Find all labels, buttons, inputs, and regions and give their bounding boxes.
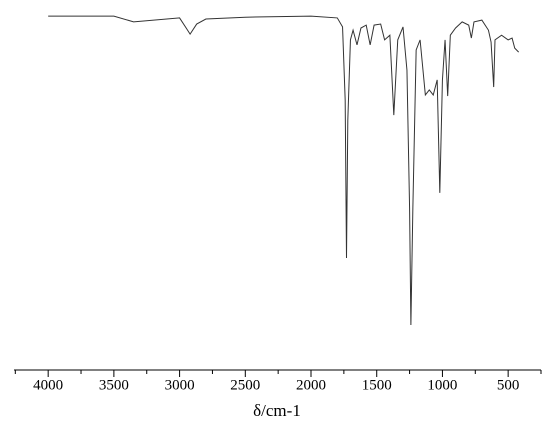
x-tick-label: 500 (497, 377, 520, 393)
x-tick-label: 3000 (165, 377, 195, 393)
x-tick-label: 2000 (296, 377, 326, 393)
x-tick-label: 3500 (99, 377, 129, 393)
x-tick-label: 1500 (362, 377, 392, 393)
x-tick-label: 1000 (427, 377, 457, 393)
x-tick-label: 2500 (230, 377, 260, 393)
x-tick-label: 4000 (33, 377, 63, 393)
spectrum-line (48, 15, 520, 326)
x-axis-label: δ/cm-1 (253, 401, 301, 420)
